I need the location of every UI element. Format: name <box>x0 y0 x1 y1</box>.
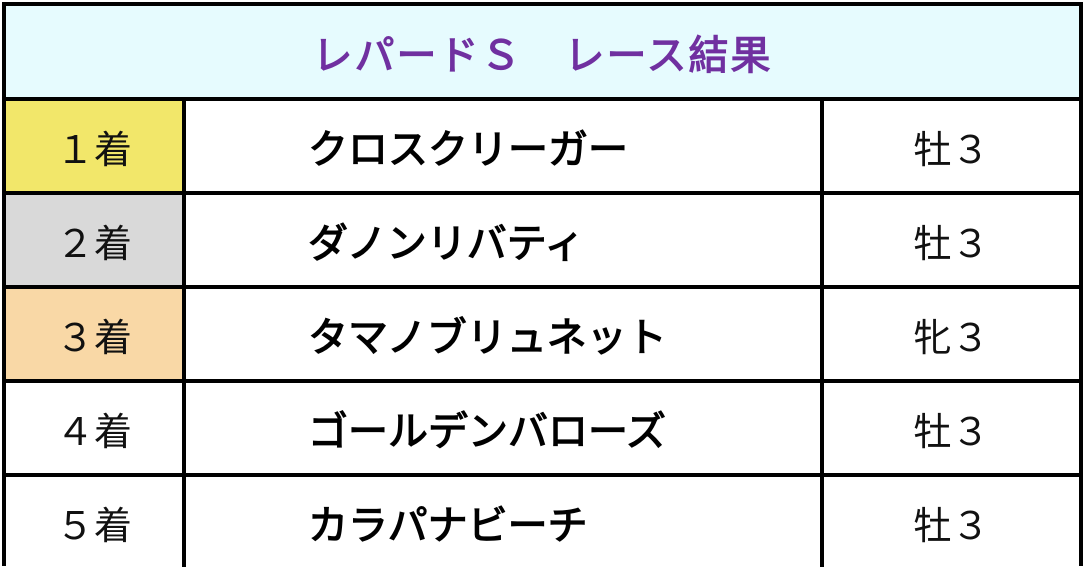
horse-name-cell: カラパナビーチ <box>186 477 824 567</box>
sex-age-cell: 牡３ <box>824 195 1079 285</box>
place-cell: ５着 <box>6 477 186 567</box>
table-row: ５着 カラパナビーチ 牡３ <box>6 477 1079 567</box>
horse-name-cell: タマノブリュネット <box>186 289 824 379</box>
table-row: ３着 タマノブリュネット 牝３ <box>6 289 1079 383</box>
place-cell: ２着 <box>6 195 186 285</box>
sex-age-cell: 牡３ <box>824 383 1079 473</box>
horse-name-cell: ダノンリバティ <box>186 195 824 285</box>
table-title: レパードＳ レース結果 <box>6 6 1079 101</box>
race-results-table: レパードＳ レース結果 １着 クロスクリーガー 牡３ ２着 ダノンリバティ 牡３ ３着 タマノ… <box>2 2 1083 567</box>
horse-name-cell: ゴールデンバローズ <box>186 383 824 473</box>
table-row: ４着 ゴールデンバローズ 牡３ <box>6 383 1079 477</box>
table-row: ２着 ダノンリバティ 牡３ <box>6 195 1079 289</box>
sex-age-cell: 牝３ <box>824 289 1079 379</box>
sex-age-cell: 牡３ <box>824 101 1079 191</box>
table-row: １着 クロスクリーガー 牡３ <box>6 101 1079 195</box>
place-cell: １着 <box>6 101 186 191</box>
place-cell: ３着 <box>6 289 186 379</box>
horse-name-cell: クロスクリーガー <box>186 101 824 191</box>
place-cell: ４着 <box>6 383 186 473</box>
sex-age-cell: 牡３ <box>824 477 1079 567</box>
